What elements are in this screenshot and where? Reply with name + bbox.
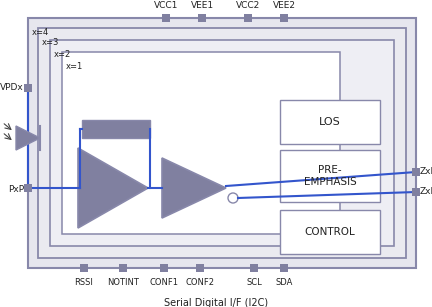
Bar <box>280 210 380 254</box>
Text: SCL: SCL <box>246 278 262 287</box>
Bar <box>80 264 88 272</box>
Text: x=2: x=2 <box>54 50 71 59</box>
Text: VEE1: VEE1 <box>191 1 213 10</box>
Bar <box>38 28 406 258</box>
Text: x=4: x=4 <box>32 28 49 37</box>
Circle shape <box>228 193 238 203</box>
Bar <box>28 18 416 268</box>
Bar <box>119 264 127 272</box>
Text: NOTINT: NOTINT <box>107 278 139 287</box>
Text: x=1: x=1 <box>66 62 83 71</box>
Bar <box>82 120 150 138</box>
Bar <box>412 188 420 196</box>
Bar <box>196 264 204 272</box>
Bar <box>198 14 206 22</box>
Text: PxP: PxP <box>8 185 24 195</box>
Bar <box>162 14 170 22</box>
Bar <box>24 84 32 92</box>
Text: VPDx: VPDx <box>0 84 24 92</box>
Bar <box>244 14 252 22</box>
Polygon shape <box>16 126 40 150</box>
Bar <box>280 150 380 202</box>
Text: CONF2: CONF2 <box>185 278 215 287</box>
Text: SDA: SDA <box>275 278 293 287</box>
Polygon shape <box>78 148 148 228</box>
Bar <box>280 264 288 272</box>
Bar <box>62 52 340 234</box>
Text: x=3: x=3 <box>42 38 59 47</box>
Text: ZxN: ZxN <box>420 188 432 196</box>
Text: PRE-
EMPHASIS: PRE- EMPHASIS <box>304 165 356 187</box>
Bar <box>412 168 420 176</box>
Text: ZxP: ZxP <box>420 168 432 177</box>
Bar <box>280 100 380 144</box>
Text: CONF1: CONF1 <box>149 278 178 287</box>
Bar <box>160 264 168 272</box>
Bar <box>24 184 32 192</box>
Text: Serial Digital I/F (I2C): Serial Digital I/F (I2C) <box>164 298 268 307</box>
Polygon shape <box>162 158 226 218</box>
Text: LOS: LOS <box>319 117 341 127</box>
Bar <box>50 40 394 246</box>
Bar <box>280 14 288 22</box>
Bar <box>250 264 258 272</box>
Text: VEE2: VEE2 <box>273 1 295 10</box>
Text: CONTROL: CONTROL <box>305 227 356 237</box>
Text: VCC2: VCC2 <box>236 1 260 10</box>
Text: VCC1: VCC1 <box>154 1 178 10</box>
Text: RSSI: RSSI <box>75 278 93 287</box>
